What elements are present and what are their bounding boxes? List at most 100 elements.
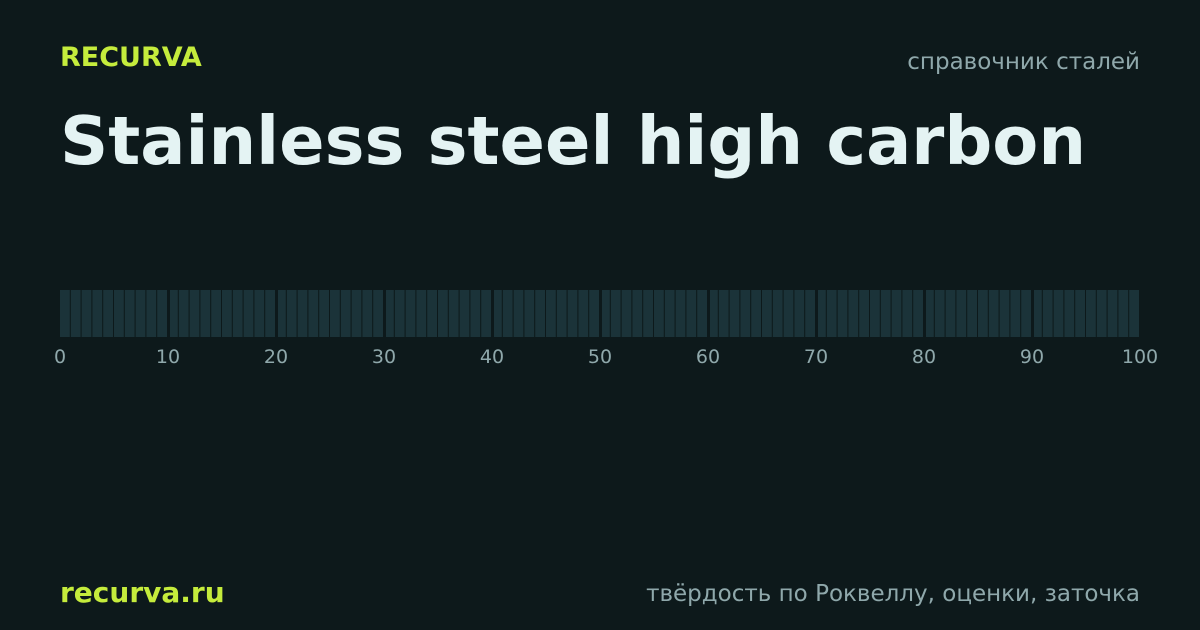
scale-cell — [880, 290, 891, 337]
scale-cell — [1118, 290, 1129, 337]
scale-tick-label: 20 — [264, 346, 288, 368]
scale-cell — [870, 290, 880, 337]
scale-cell — [891, 290, 902, 337]
scale-cell — [1010, 290, 1021, 337]
scale-cell — [1053, 290, 1064, 337]
scale-cell — [751, 290, 761, 337]
scale-cell — [103, 290, 113, 337]
scale-cell — [686, 290, 697, 337]
scale-cell — [92, 290, 103, 337]
scale-cell — [988, 290, 999, 337]
scale-cell — [135, 290, 146, 337]
scale-cell — [1129, 290, 1139, 337]
scale-cell — [945, 290, 956, 337]
scale-cell — [427, 290, 437, 337]
scale-tick-label: 40 — [480, 346, 504, 368]
scale-cell — [513, 290, 524, 337]
tagline: справочник сталей — [907, 49, 1140, 75]
scale-cell — [610, 290, 621, 337]
scale-cell — [926, 290, 934, 337]
scale-cell — [556, 290, 567, 337]
scale-cell — [675, 290, 686, 337]
scale-cell — [794, 290, 805, 337]
scale-cell — [978, 290, 988, 337]
scale-cell — [448, 290, 459, 337]
scale-cell — [1042, 290, 1053, 337]
scale-cell — [362, 290, 373, 337]
scale-cell — [1096, 290, 1107, 337]
scale-cell — [470, 290, 481, 337]
scale-cell — [502, 290, 513, 337]
scale-cell — [60, 290, 70, 337]
scale-cell — [438, 290, 448, 337]
scale-cell — [351, 290, 362, 337]
brand: RECURVA — [60, 42, 202, 73]
scale-cell — [124, 290, 135, 337]
scale-cell — [146, 290, 157, 337]
scale-cell — [902, 290, 913, 337]
scale-cell — [1021, 290, 1031, 337]
scale-cell — [1107, 290, 1118, 337]
scale-cell — [535, 290, 545, 337]
scale-tick-label: 10 — [156, 346, 180, 368]
scale-cell — [697, 290, 707, 337]
scale-tick-label: 60 — [696, 346, 720, 368]
scale-cell — [805, 290, 815, 337]
scale-cell — [913, 290, 923, 337]
scale-cell — [772, 290, 783, 337]
scale-cell — [589, 290, 599, 337]
title: Stainless steel high carbon — [60, 102, 1086, 180]
scale-cell — [632, 290, 643, 337]
scale-cell — [664, 290, 675, 337]
scale-cell — [308, 290, 319, 337]
scale-cell — [783, 290, 794, 337]
scale-cell — [999, 290, 1010, 337]
scale-tick-label: 70 — [804, 346, 828, 368]
scale-cell — [1086, 290, 1096, 337]
scale-cell — [200, 290, 211, 337]
scale-cell — [70, 290, 81, 337]
scale-cell — [710, 290, 718, 337]
scale-cell — [934, 290, 945, 337]
scale-cell — [818, 290, 826, 337]
scale-cell — [546, 290, 556, 337]
scale-cell — [81, 290, 92, 337]
scale-cell — [157, 290, 167, 337]
scale-cell — [416, 290, 427, 337]
scale-tick-label: 90 — [1020, 346, 1044, 368]
scale-cell — [740, 290, 751, 337]
scale-tick-label: 80 — [912, 346, 936, 368]
scale-cell — [405, 290, 416, 337]
scale-cell — [386, 290, 394, 337]
scale-cell — [459, 290, 470, 337]
scale-cell — [330, 290, 340, 337]
scale-cell — [278, 290, 286, 337]
scale-cell — [602, 290, 610, 337]
scale-cell — [967, 290, 977, 337]
scale-tick-label: 100 — [1122, 346, 1158, 368]
scale-cell — [211, 290, 221, 337]
scale-cell — [762, 290, 772, 337]
scale-cell — [567, 290, 578, 337]
scale-cell — [373, 290, 383, 337]
scale-cell — [297, 290, 308, 337]
scale-cell — [956, 290, 967, 337]
scale-cell — [494, 290, 502, 337]
scale-tick-label: 50 — [588, 346, 612, 368]
scale-cell — [222, 290, 232, 337]
scale-cell — [826, 290, 837, 337]
scale-cell — [1075, 290, 1085, 337]
scale-cell — [340, 290, 351, 337]
scale-tick-label: 0 — [54, 346, 66, 368]
scale-cell — [170, 290, 178, 337]
scale-cell — [621, 290, 632, 337]
scale-cell — [859, 290, 869, 337]
scale-cell — [729, 290, 740, 337]
scale-cell — [114, 290, 124, 337]
scale-cell — [1034, 290, 1042, 337]
scale-cell — [394, 290, 405, 337]
scale-cell — [718, 290, 729, 337]
scale-cell — [189, 290, 200, 337]
